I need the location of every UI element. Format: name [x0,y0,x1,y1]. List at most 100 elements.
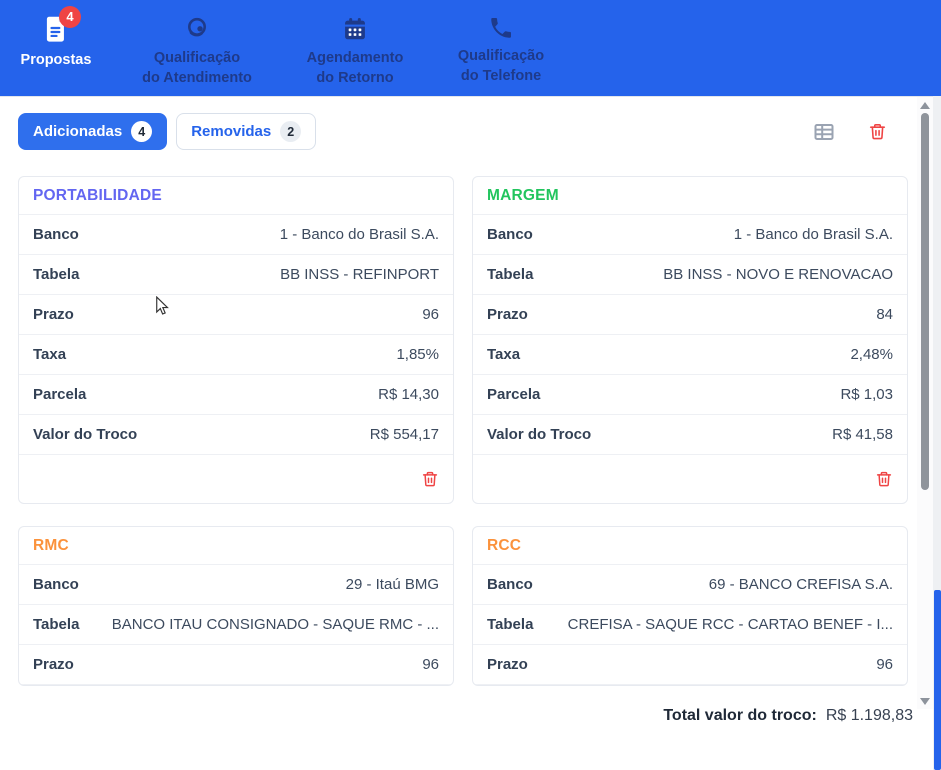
scroll-down-arrow-icon[interactable] [920,698,930,705]
card-row: Prazo 84 [473,295,907,335]
row-value: CREFISA - SAQUE RCC - CARTAO BENEF - I..… [567,616,893,633]
row-value: R$ 554,17 [369,426,439,443]
nav-label-line1: Agendamento [306,50,404,66]
row-label: Tabela [33,266,80,283]
row-label: Prazo [487,656,528,673]
row-label: Banco [33,576,79,593]
card-title: RMC [19,527,453,565]
page-scrollbar[interactable] [933,96,941,770]
card-row: Tabela BB INSS - REFINPORT [19,255,453,295]
proposal-card: MARGEM Banco 1 - Banco do Brasil S.A. Tabe… [472,176,908,504]
card-row: Taxa 2,48% [473,335,907,375]
tab-adicionadas-label: Adicionadas [33,123,123,140]
nav-label-line1: Qualificação [153,50,241,66]
card-row: Prazo 96 [19,295,453,335]
tab-removidas[interactable]: Removidas 2 [176,113,317,150]
card-row: Tabela CREFISA - SAQUE RCC - CARTAO BENEF… [473,605,907,645]
row-value: 1,85% [396,346,439,363]
row-label: Prazo [33,306,74,323]
card-row: Tabela BB INSS - NOVO E RENOVACAO [473,255,907,295]
row-label: Prazo [33,656,74,673]
row-label: Valor do Troco [487,426,592,443]
nav-label-line2: do Atendimento [142,70,252,86]
row-label: Banco [487,226,533,243]
nav-label-line2: do Retorno [316,70,394,86]
row-value: 96 [422,656,439,673]
row-value: 1 - Banco do Brasil S.A. [279,226,439,243]
nav-item-propostas[interactable]: 4 Propostas [14,6,98,70]
nav-label-line2: do Telefone [460,68,542,84]
row-label: Tabela [487,266,534,283]
row-label: Tabela [33,616,80,633]
row-label: Valor do Troco [33,426,138,443]
card-row: Prazo 96 [19,645,453,685]
nav-item-qualificacao-telefone[interactable]: Qualificação do Telefone [428,15,574,86]
card-row: Banco 1 - Banco do Brasil S.A. [19,215,453,255]
row-value: 2,48% [850,346,893,363]
row-value: 1 - Banco do Brasil S.A. [733,226,893,243]
row-label: Parcela [33,386,87,403]
nav-label-line1: Qualificação [457,48,545,64]
row-value: 84 [876,306,893,323]
card-row: Tabela BANCO ITAU CONSIGNADO - SAQUE RMC … [19,605,453,645]
total-row: Total valor do troco: R$ 1.198,83 [663,707,913,725]
card-rows: Banco 69 - BANCO CREFISA S.A. Tabela CREFIS… [473,565,907,685]
headset-icon [180,15,214,43]
row-label: Taxa [33,346,67,363]
row-label: Parcela [487,386,541,403]
card-title: PORTABILIDADE [19,177,453,215]
card-rows: Banco 1 - Banco do Brasil S.A. Tabela BB IN… [19,215,453,455]
scroll-up-arrow-icon[interactable] [920,102,930,109]
proposal-card: PORTABILIDADE Banco 1 - Banco do Brasil S… [18,176,454,504]
nav-item-agendamento-retorno[interactable]: Agendamento do Retorno [282,15,428,88]
card-row: Banco 1 - Banco do Brasil S.A. [473,215,907,255]
proposals-panel: Adicionadas 4 Removidas 2 [0,97,917,703]
row-value: 96 [876,656,893,673]
row-value: 69 - BANCO CREFISA S.A. [708,576,893,593]
total-label: Total valor do troco: [663,707,817,724]
tabs-row: Adicionadas 4 Removidas 2 [18,113,917,150]
row-value: 29 - Itaú BMG [345,576,439,593]
card-row: Banco 69 - BANCO CREFISA S.A. [473,565,907,605]
card-row: Prazo 96 [473,645,907,685]
row-value: BANCO ITAU CONSIGNADO - SAQUE RMC - ... [111,616,439,633]
delete-card-icon[interactable] [421,469,439,489]
card-footer [473,455,907,503]
inner-scrollbar[interactable] [917,97,933,709]
nav-label: Propostas [20,52,92,68]
tab-adicionadas[interactable]: Adicionadas 4 [18,113,168,150]
row-label: Tabela [487,616,534,633]
inner-scrollbar-thumb[interactable] [921,113,929,490]
delete-all-icon[interactable] [868,121,887,142]
card-title: MARGEM [473,177,907,215]
nav-item-qualificacao-atendimento[interactable]: Qualificação do Atendimento [124,15,270,88]
tab-removidas-count-badge: 2 [280,121,302,142]
table-view-icon[interactable] [812,120,836,144]
total-value: R$ 1.198,83 [825,707,913,724]
app-header: 4 Propostas Qualificação do Atendimento [0,0,941,96]
row-value: R$ 41,58 [832,426,893,443]
card-footer [19,455,453,503]
row-label: Banco [487,576,533,593]
phone-icon [484,15,518,41]
tab-adicionadas-count-badge: 4 [131,121,153,142]
card-title: RCC [473,527,907,565]
row-value: 96 [422,306,439,323]
row-label: Taxa [487,346,521,363]
row-label: Prazo [487,306,528,323]
row-value: R$ 1,03 [840,386,893,403]
card-row: Valor do Troco R$ 554,17 [19,415,453,455]
row-value: BB INSS - REFINPORT [280,266,439,283]
propostas-count-badge: 4 [59,6,81,28]
page-scrollbar-thumb[interactable] [934,590,941,770]
card-row: Parcela R$ 14,30 [19,375,453,415]
cards-grid: PORTABILIDADE Banco 1 - Banco do Brasil S… [18,176,908,686]
card-row: Banco 29 - Itaú BMG [19,565,453,605]
delete-card-icon[interactable] [875,469,893,489]
row-value: BB INSS - NOVO E RENOVACAO [663,266,893,283]
row-label: Banco [33,226,79,243]
card-rows: Banco 1 - Banco do Brasil S.A. Tabela BB IN… [473,215,907,455]
row-value: R$ 14,30 [378,386,439,403]
tab-removidas-label: Removidas [191,123,272,140]
document-icon: 4 [39,6,81,45]
